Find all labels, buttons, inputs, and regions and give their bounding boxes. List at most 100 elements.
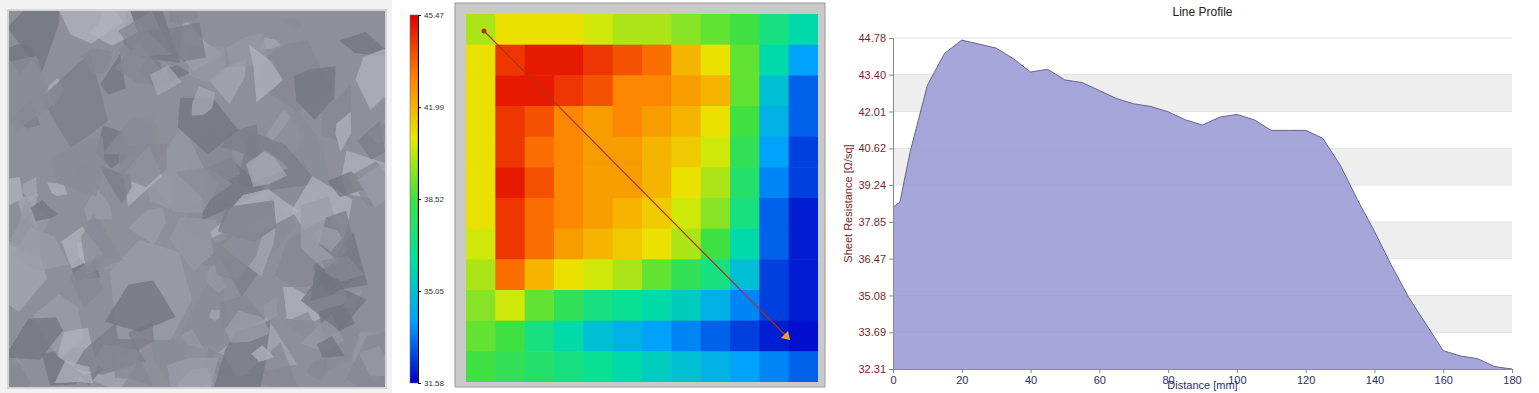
heatmap-cell xyxy=(730,229,760,260)
grain xyxy=(314,226,342,252)
heatmap-cell xyxy=(701,351,731,382)
y-tick-mark xyxy=(889,148,893,149)
heatmap-cell xyxy=(495,198,525,229)
heatmap-cell xyxy=(759,106,789,137)
photo-background xyxy=(0,0,392,393)
heatmap-cell xyxy=(730,167,760,198)
heatmap-cell xyxy=(583,351,613,382)
y-tick: 32.31 xyxy=(858,363,893,375)
x-tick-mark xyxy=(1237,369,1238,373)
y-tick-label: 39.24 xyxy=(858,179,886,191)
heatmap-cell xyxy=(671,351,701,382)
colorbar-tick-label: 45.47 xyxy=(424,11,445,20)
heatmap-panel: 45.4741.9938.5235.0531.58 xyxy=(410,3,825,388)
heatmap-cell xyxy=(701,137,731,168)
heatmap-cell xyxy=(759,259,789,290)
grain xyxy=(249,44,283,102)
heatmap-cell xyxy=(554,167,584,198)
heatmap-cell xyxy=(583,75,613,106)
heatmap-cell xyxy=(730,106,760,137)
heatmap-cell xyxy=(554,290,584,321)
heatmap-cell xyxy=(525,229,555,260)
heatmap-cell xyxy=(759,167,789,198)
colorbar-axis: 45.4741.9938.5235.0531.58 xyxy=(418,11,445,388)
heatmap-cell xyxy=(525,351,555,382)
heatmap-cell xyxy=(701,75,731,106)
heatmap-cell xyxy=(466,45,496,76)
heatmap-cell xyxy=(671,75,701,106)
heatmap-cell xyxy=(613,321,643,352)
profile-path xyxy=(484,31,790,340)
heatmap-cell xyxy=(583,14,613,45)
x-tick: 40 xyxy=(1025,369,1037,386)
grain xyxy=(8,317,63,359)
x-tick-label: 40 xyxy=(1025,374,1037,386)
x-tick: 180 xyxy=(1503,369,1521,386)
grain xyxy=(263,297,277,321)
heatmap-cell xyxy=(495,137,525,168)
heatmap-cell xyxy=(730,75,760,106)
heatmap-cell xyxy=(759,290,789,321)
heatmap-cell xyxy=(613,229,643,260)
grain xyxy=(209,310,220,321)
x-axis-title: Distance [mm] xyxy=(1167,379,1237,391)
heatmap-cell xyxy=(671,14,701,45)
grain xyxy=(367,122,386,145)
heatmap-cell xyxy=(613,198,643,229)
grain xyxy=(31,200,59,221)
y-tick-label: 33.69 xyxy=(858,326,886,338)
heatmap-cell xyxy=(671,137,701,168)
y-tick-label: 32.31 xyxy=(858,363,886,375)
x-tick-mark xyxy=(1099,369,1100,373)
y-axis-title: Sheet Resistance [Ω/sq] xyxy=(842,144,854,262)
heatmap-cell xyxy=(642,75,672,106)
y-tick-mark xyxy=(889,38,893,39)
heatmap-cell xyxy=(525,14,555,45)
y-tick-mark xyxy=(889,259,893,260)
x-tick-mark xyxy=(1443,369,1444,373)
heatmap-cell xyxy=(583,167,613,198)
y-tick-mark xyxy=(889,369,893,370)
x-tick-label: 20 xyxy=(956,374,968,386)
heatmap-cell xyxy=(525,137,555,168)
grain xyxy=(180,329,205,350)
heatmap-cell xyxy=(554,137,584,168)
grain xyxy=(357,156,386,208)
x-tick-mark xyxy=(1168,369,1169,373)
y-tick-label: 35.08 xyxy=(858,289,886,301)
grain xyxy=(251,345,274,362)
heatmap-cell xyxy=(701,45,731,76)
heatmap-cell xyxy=(466,14,496,45)
heatmap-cell xyxy=(701,321,731,352)
grain xyxy=(192,86,216,115)
heatmap-cell xyxy=(642,351,672,382)
heatmap-cell xyxy=(671,321,701,352)
heatmap-cell xyxy=(466,75,496,106)
y-tick: 37.85 xyxy=(858,216,893,228)
heatmap-cells xyxy=(466,14,818,382)
heatmap-cell xyxy=(642,167,672,198)
heatmap-cell xyxy=(613,75,643,106)
heatmap-cell xyxy=(583,137,613,168)
grains xyxy=(8,10,386,388)
heatmap-cell xyxy=(701,14,731,45)
heatmap-cell xyxy=(554,106,584,137)
heatmap-cell xyxy=(789,14,818,45)
heatmap-cell xyxy=(583,321,613,352)
grain xyxy=(301,271,367,331)
grain xyxy=(150,66,182,96)
heatmap-cell xyxy=(466,351,496,382)
heatmap-cell xyxy=(642,45,672,76)
y-tick-label: 40.62 xyxy=(858,142,886,154)
x-tick: 20 xyxy=(956,369,968,386)
heatmap-cell xyxy=(789,259,818,290)
y-tick-label: 42.01 xyxy=(858,106,886,118)
grain xyxy=(335,111,351,151)
heatmap-cell xyxy=(642,229,672,260)
heatmap-cell xyxy=(789,106,818,137)
line-profile: 02040608010012014016018032.3133.6935.083… xyxy=(838,0,1539,393)
y-axis: 32.3133.6935.0836.4737.8539.2440.6242.01… xyxy=(858,32,893,375)
heatmap-cell xyxy=(789,290,818,321)
heatmap-cell xyxy=(466,229,496,260)
y-tick-mark xyxy=(889,295,893,296)
